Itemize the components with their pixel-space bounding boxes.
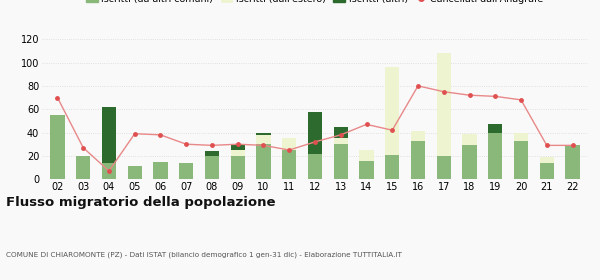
Bar: [385, 155, 400, 179]
Bar: [488, 132, 502, 179]
Text: Flusso migratorio della popolazione: Flusso migratorio della popolazione: [6, 196, 275, 209]
Bar: [230, 150, 245, 156]
Bar: [359, 150, 374, 160]
Bar: [154, 162, 167, 179]
Bar: [334, 138, 348, 144]
Bar: [128, 166, 142, 179]
Bar: [76, 156, 90, 179]
Bar: [411, 141, 425, 179]
Bar: [488, 124, 502, 132]
Bar: [256, 132, 271, 135]
Bar: [308, 111, 322, 153]
Bar: [179, 163, 193, 179]
Bar: [385, 67, 400, 155]
Bar: [308, 153, 322, 179]
Bar: [411, 131, 425, 141]
Bar: [514, 141, 528, 179]
Bar: [205, 156, 219, 179]
Bar: [256, 144, 271, 179]
Bar: [230, 156, 245, 179]
Bar: [102, 163, 116, 179]
Bar: [282, 138, 296, 150]
Bar: [282, 150, 296, 179]
Legend: Iscritti (da altri comuni), Iscritti (dall'estero), Iscritti (altri), Cancellati: Iscritti (da altri comuni), Iscritti (da…: [83, 0, 547, 8]
Bar: [334, 127, 348, 138]
Bar: [565, 145, 580, 179]
Bar: [540, 163, 554, 179]
Bar: [334, 144, 348, 179]
Bar: [463, 134, 476, 145]
Bar: [205, 151, 219, 156]
Bar: [437, 156, 451, 179]
Bar: [256, 135, 271, 144]
Text: COMUNE DI CHIAROMONTE (PZ) - Dati ISTAT (bilancio demografico 1 gen-31 dic) - El: COMUNE DI CHIAROMONTE (PZ) - Dati ISTAT …: [6, 252, 402, 258]
Bar: [230, 145, 245, 150]
Bar: [359, 160, 374, 179]
Bar: [514, 132, 528, 141]
Bar: [540, 157, 554, 163]
Bar: [50, 115, 65, 179]
Bar: [102, 107, 116, 163]
Bar: [437, 53, 451, 156]
Bar: [463, 145, 476, 179]
